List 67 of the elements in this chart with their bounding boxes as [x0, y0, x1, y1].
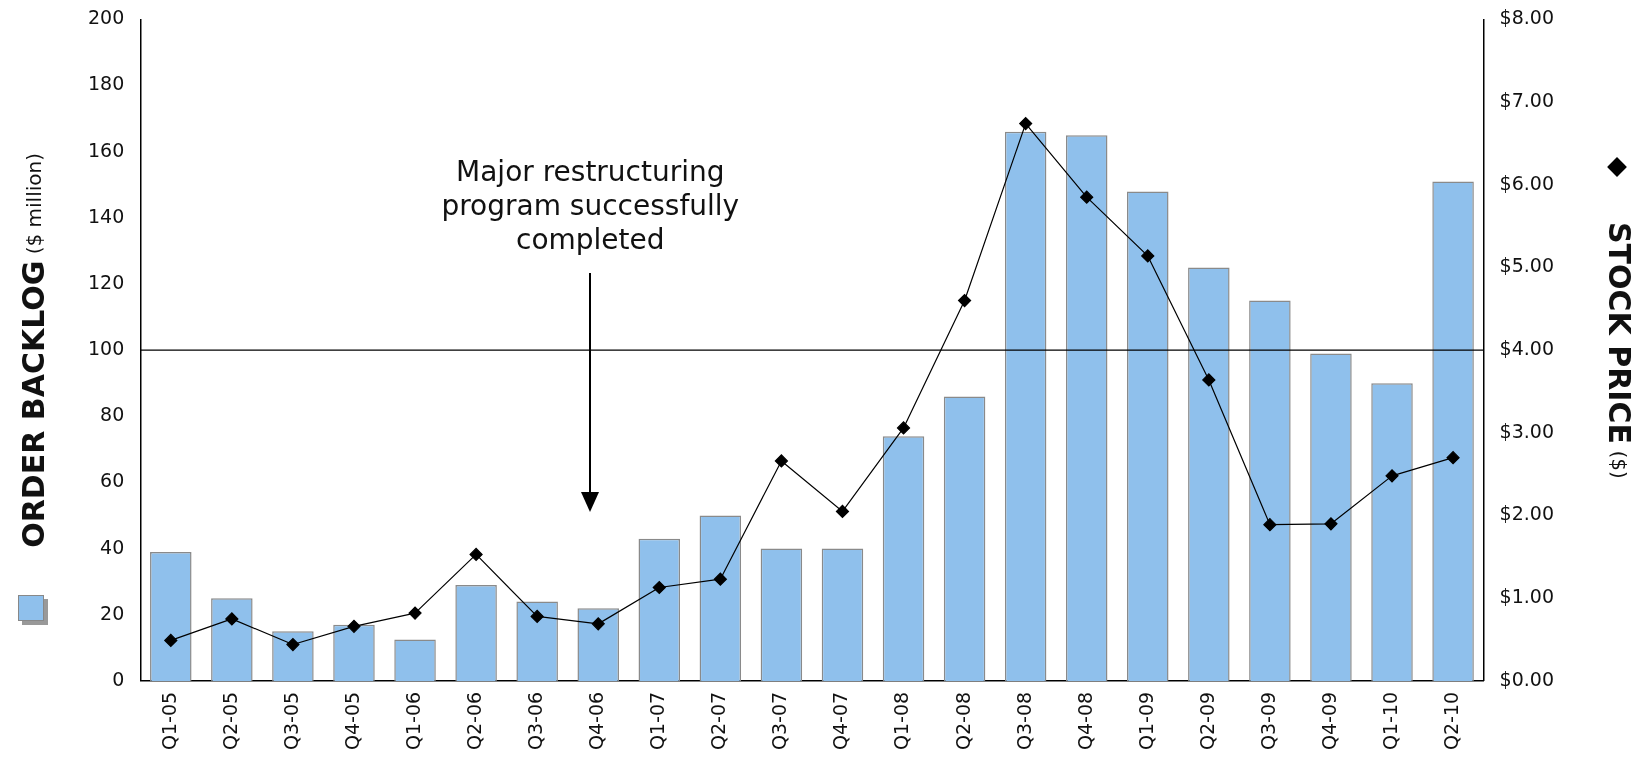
point [164, 633, 178, 648]
x-tick-label: Q3-05 [279, 691, 302, 750]
x-tick-label: Q3-06 [524, 691, 547, 750]
point [530, 609, 544, 624]
y2-tick-label: $3.00 [1499, 419, 1555, 442]
point [774, 454, 789, 468]
y-tick-label: 40 [100, 535, 125, 558]
point [713, 572, 727, 586]
y-tick-label: 0 [112, 667, 125, 690]
x-tick-label: Q4-05 [340, 691, 363, 750]
point [1141, 249, 1155, 263]
x-tick-label: Q3-07 [768, 691, 791, 750]
point [225, 612, 239, 626]
x-tick-label: Q2-07 [707, 691, 730, 750]
point [469, 547, 483, 562]
point [1385, 469, 1399, 483]
y-tick-label: 100 [88, 337, 125, 360]
y2-tick-label: $8.00 [1499, 6, 1555, 29]
point [1324, 517, 1338, 531]
y-tick-label: 160 [88, 138, 125, 161]
x-tick-label: Q1-10 [1378, 691, 1401, 750]
point [1019, 116, 1033, 131]
y-tick-label: 60 [100, 469, 125, 492]
x-tick-label: Q4-06 [585, 691, 608, 750]
x-tick-label: Q1-08 [890, 691, 913, 750]
x-tick-label: Q2-05 [218, 691, 241, 750]
y2-tick-label: $4.00 [1499, 337, 1555, 360]
y2-tick-label: $2.00 [1499, 502, 1555, 525]
x-tick-label: Q3-09 [1256, 691, 1279, 750]
y2-tick-label: $0.00 [1499, 667, 1555, 690]
x-tick-label: Q2-06 [463, 691, 486, 750]
point [1263, 518, 1277, 532]
y-tick-label: 200 [88, 6, 125, 29]
point [957, 293, 972, 308]
y-tick-label: 140 [88, 204, 125, 227]
point [347, 619, 361, 633]
y2-tick-label: $1.00 [1499, 585, 1555, 608]
y2-tick-label: $7.00 [1499, 89, 1555, 112]
x-tick-label: Q3-08 [1012, 691, 1035, 750]
x-tick-label: Q1-09 [1134, 691, 1157, 750]
x-tick-label: Q1-07 [646, 691, 669, 750]
x-tick-label: Q2-08 [951, 691, 974, 750]
x-tick-label: Q1-05 [157, 691, 180, 750]
x-tick-label: Q4-08 [1073, 691, 1096, 750]
point [1202, 373, 1216, 387]
point [1080, 190, 1094, 204]
x-tick-label: Q4-07 [829, 691, 852, 750]
y-tick-label: 120 [88, 270, 125, 293]
y2-tick-label: $5.00 [1499, 254, 1555, 277]
point [835, 504, 850, 519]
point [591, 617, 605, 631]
y2-axis-title: STOCK PRICE ($) [1601, 221, 1637, 479]
y-tick-label: 80 [100, 403, 125, 426]
y-tick-label: 20 [100, 601, 125, 624]
point [652, 580, 666, 595]
point [1446, 451, 1460, 465]
y-tick-label: 180 [88, 72, 125, 95]
x-tick-label: Q2-09 [1195, 691, 1218, 750]
point [408, 606, 422, 620]
y-axis-title: ORDER BACKLOG ($ million) [15, 152, 51, 548]
x-tick-label: Q1-06 [401, 691, 424, 750]
y2-tick-label: $6.00 [1499, 171, 1555, 194]
point [896, 421, 911, 435]
x-tick-label: Q4-09 [1317, 691, 1340, 750]
point [286, 637, 300, 652]
x-tick-label: Q2-10 [1440, 691, 1463, 750]
annotation: Major restructuring program successfully completed [441, 154, 740, 256]
